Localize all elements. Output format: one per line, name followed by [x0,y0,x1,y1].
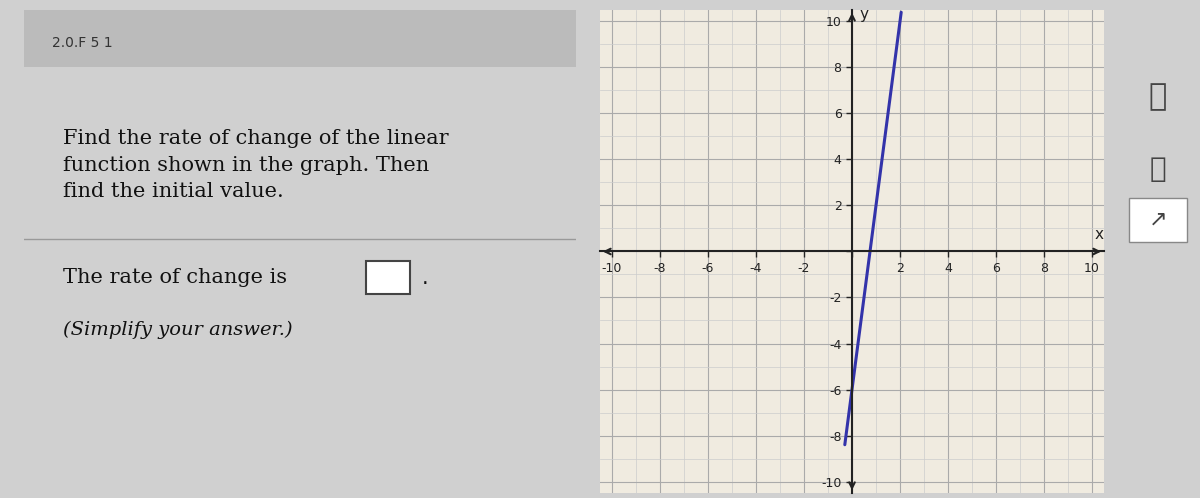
Text: .: . [421,268,428,288]
Text: y: y [859,7,869,22]
Bar [1128,198,1187,242]
Text: 🔍: 🔍 [1150,155,1166,183]
Text: The rate of change is: The rate of change is [62,268,287,287]
Text: 🔍: 🔍 [1148,82,1168,112]
Bar [366,261,410,294]
Text: ↗: ↗ [1148,210,1168,230]
Text: Find the rate of change of the linear
function shown in the graph. Then
find the: Find the rate of change of the linear fu… [62,129,449,202]
Text: x: x [1094,227,1104,243]
Bar [24,10,576,67]
Text: (Simplify your answer.): (Simplify your answer.) [62,321,293,340]
Text: 2.0.F 5 1: 2.0.F 5 1 [52,36,113,50]
